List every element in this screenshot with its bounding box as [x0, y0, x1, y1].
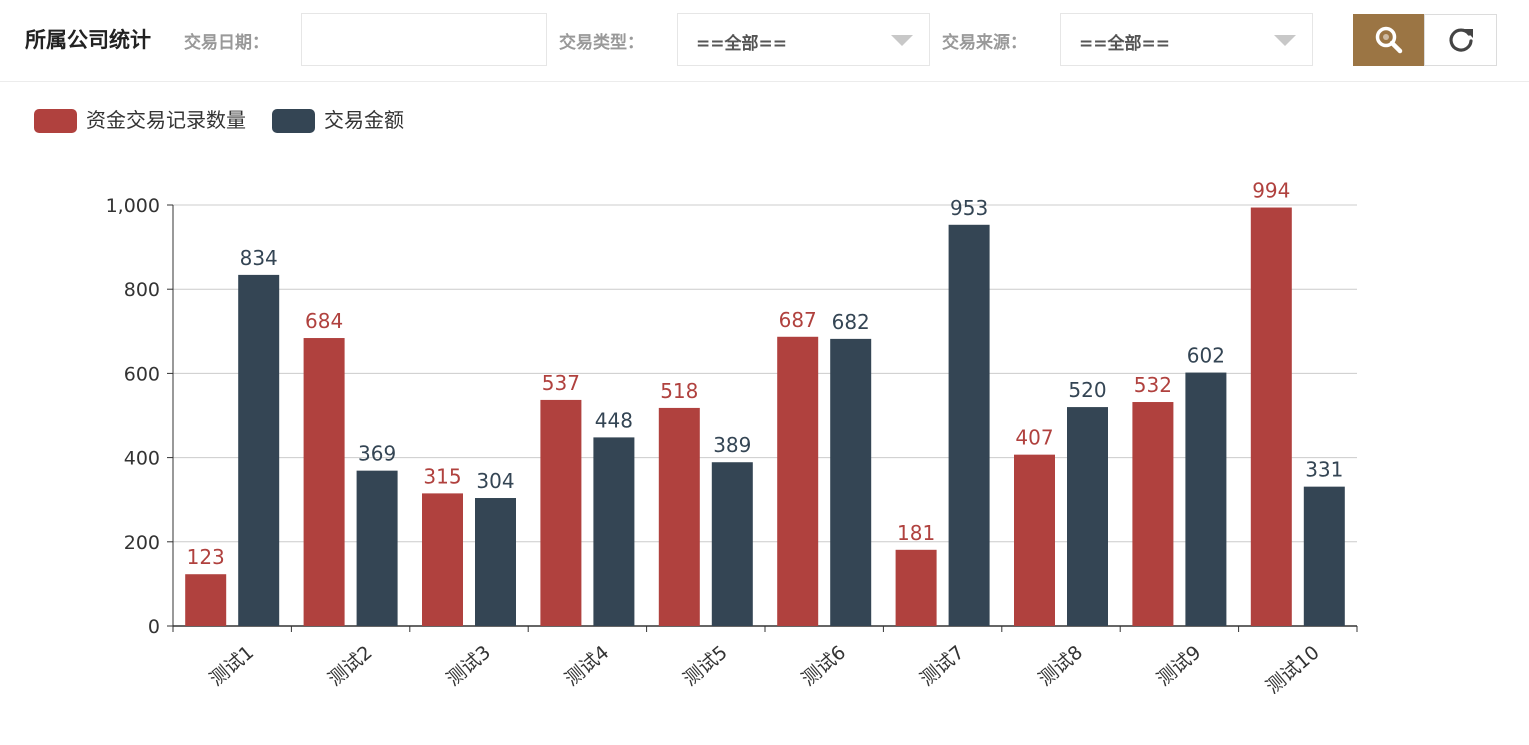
page-title: 所属公司统计: [25, 28, 151, 52]
bar: [777, 336, 819, 626]
data-label: 181: [897, 521, 935, 545]
filter-toolbar: 所属公司统计 交易日期： 交易类型： ==全部== 交易来源： ==全部==: [0, 0, 1529, 82]
data-label: 682: [832, 310, 870, 334]
bar: [475, 498, 516, 626]
bar: [1067, 407, 1108, 626]
data-label: 684: [305, 309, 343, 333]
bar: [711, 462, 753, 626]
type-select-value: ==全部==: [696, 34, 787, 54]
y-tick-label: 200: [124, 532, 160, 554]
type-label: 交易类型：: [559, 33, 644, 53]
bar: [658, 407, 700, 626]
bar: [1185, 372, 1227, 626]
data-label: 315: [423, 464, 461, 488]
bar: [895, 549, 937, 626]
legend-swatch-series-2: [272, 109, 315, 133]
x-tick-label: 测试4: [561, 641, 614, 690]
refresh-button[interactable]: [1424, 14, 1497, 66]
source-label: 交易来源：: [942, 33, 1027, 53]
y-tick-label: 600: [124, 363, 160, 385]
y-tick-label: 800: [124, 279, 160, 301]
search-button[interactable]: [1353, 14, 1425, 66]
x-tick-label: 测试3: [442, 641, 495, 690]
source-select[interactable]: ==全部==: [1060, 13, 1313, 66]
legend-label-series-2: 交易金额: [324, 108, 404, 132]
bar: [540, 399, 582, 626]
x-tick-label: 测试5: [679, 641, 732, 690]
data-label: 389: [713, 433, 751, 457]
data-label: 304: [476, 469, 514, 493]
x-tick-label: 测试9: [1153, 641, 1206, 690]
bar: [830, 338, 872, 626]
data-label: 994: [1252, 179, 1290, 203]
y-tick-label: 0: [148, 616, 160, 638]
bar: [238, 274, 280, 626]
bar: [593, 437, 635, 626]
data-label: 407: [1015, 426, 1053, 450]
legend-label-series-1: 资金交易记录数量: [86, 108, 246, 132]
data-label: 953: [950, 196, 988, 220]
source-select-value: ==全部==: [1079, 34, 1170, 54]
bar: [948, 224, 990, 627]
date-label: 交易日期：: [184, 33, 269, 53]
data-label: 123: [187, 545, 225, 569]
bar: [303, 338, 345, 626]
chevron-down-icon: [1274, 35, 1296, 46]
chevron-down-icon: [891, 35, 913, 46]
legend-swatch-series-1: [34, 109, 77, 133]
data-label: 369: [358, 442, 396, 466]
bar: [185, 574, 227, 626]
type-select[interactable]: ==全部==: [677, 13, 930, 66]
x-tick-label: 测试10: [1262, 641, 1324, 698]
bar-chart: 0 200 400 600 800 1,000 123 834 测试1 684 369 测试2 315 3…: [106, 179, 1358, 698]
x-tick-label: 测试1: [206, 641, 259, 690]
data-label: 518: [660, 379, 698, 403]
data-label: 532: [1134, 373, 1172, 397]
bar: [1014, 454, 1055, 626]
bar: [1132, 402, 1174, 626]
date-input[interactable]: [301, 13, 547, 66]
x-tick-label: 测试8: [1034, 641, 1087, 690]
bar: [422, 493, 463, 626]
data-label: 834: [240, 246, 278, 270]
data-label: 602: [1187, 344, 1225, 368]
y-tick-label: 400: [124, 448, 160, 470]
data-label: 331: [1305, 458, 1343, 482]
data-label: 537: [542, 371, 580, 395]
x-tick-label: 测试7: [916, 641, 969, 690]
x-tick-label: 测试6: [798, 641, 851, 690]
bar: [356, 470, 398, 626]
data-label: 520: [1068, 378, 1106, 402]
bar: [1303, 486, 1345, 626]
y-tick-label: 1,000: [106, 195, 160, 217]
data-label: 687: [779, 308, 817, 332]
x-tick-label: 测试2: [324, 641, 377, 690]
bar: [1250, 207, 1292, 626]
data-label: 448: [595, 408, 633, 432]
refresh-icon: [1448, 28, 1473, 52]
search-icon: [1375, 26, 1403, 54]
